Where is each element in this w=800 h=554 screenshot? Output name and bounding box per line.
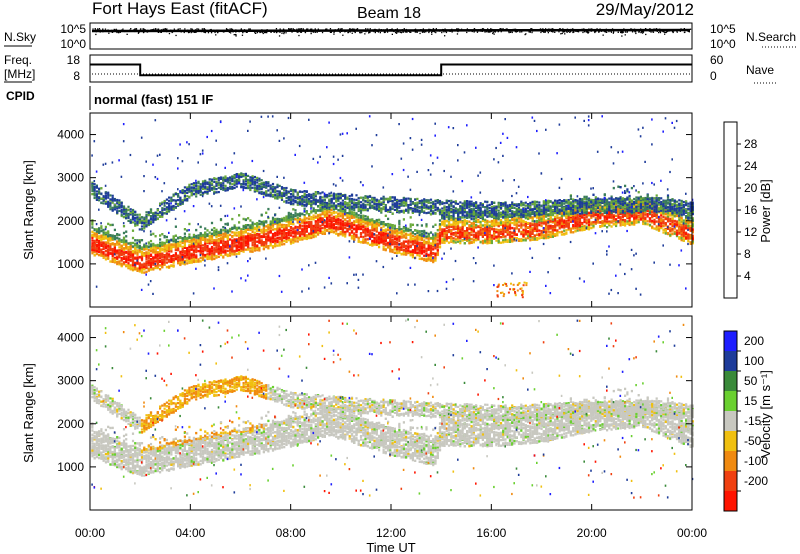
nave-tick-bottom: 0 — [710, 69, 717, 83]
noise-panel: N.Sky 10^5 10^0 10^5 10^0 N.Search — [4, 22, 796, 51]
colorbar-swatch — [724, 351, 737, 372]
freq-label-line1: Freq. — [4, 53, 32, 67]
x-tick-label: 00:00 — [75, 526, 105, 540]
colorbar-swatch — [724, 431, 737, 452]
colorbar-tick-label: 8 — [744, 247, 751, 261]
x-tick-label: 20:00 — [577, 526, 607, 540]
y-tick-label: 1000 — [57, 257, 84, 271]
freq-tick-top: 18 — [67, 53, 81, 67]
cpid-label: CPID — [6, 89, 35, 103]
noise-left-tick-bottom: 10^0 — [60, 37, 86, 51]
colorbar-swatch — [724, 471, 737, 492]
cpid-mode: normal (fast) 151 IF — [94, 92, 213, 107]
y-tick-label: 1000 — [57, 460, 84, 474]
colorbar-tick-label: 4 — [744, 269, 751, 283]
colorbar-tick-label: 50 — [744, 374, 758, 388]
noise-right-label: N.Search — [746, 30, 796, 44]
nave-label: Nave — [746, 63, 774, 77]
colorbar-tick-label: 15 — [744, 394, 758, 408]
power-colorbar: 4 8 12 16 20 24 28 Power [dB] — [724, 122, 773, 298]
station-title: Fort Hays East (fitACF) — [92, 0, 268, 18]
colorbar-tick-label: 20 — [744, 181, 758, 195]
power-heatmap — [91, 115, 694, 298]
colorbar-swatch — [724, 371, 737, 392]
y-tick-label: 2000 — [57, 214, 84, 228]
noise-right-tick-top: 10^5 — [710, 22, 736, 36]
x-axis-label: Time UT — [366, 540, 415, 554]
noise-right-tick-bottom: 10^0 — [710, 37, 736, 51]
freq-panel: Freq. [MHz] 18 8 60 0 Nave — [4, 53, 778, 83]
noise-series — [92, 28, 691, 37]
colorbar-tick-label: 200 — [744, 334, 764, 348]
velocity-colorbar-label: Velocity [m s⁻¹] — [758, 370, 773, 458]
x-tick-label: 16:00 — [476, 526, 506, 540]
noise-left-label: N.Sky — [4, 30, 36, 44]
freq-label-line2: [MHz] — [4, 67, 35, 81]
colorbar-swatch — [724, 491, 737, 512]
date-title: 29/May/2012 — [596, 0, 694, 19]
colorbar-tick-label: 24 — [744, 159, 758, 173]
velocity-ylabel: Slant Range [km] — [21, 363, 36, 463]
power-ylabel: Slant Range [km] — [21, 160, 36, 260]
y-tick-label: 4000 — [57, 128, 84, 142]
x-tick-label: 08:00 — [276, 526, 306, 540]
colorbar-tick-label: -200 — [744, 474, 768, 488]
x-tick-label: 04:00 — [175, 526, 205, 540]
freq-tick-bottom: 8 — [73, 69, 80, 83]
velocity-panel: 1000 2000 3000 4000 Slant Range [km] — [21, 316, 694, 510]
y-tick-label: 3000 — [57, 374, 84, 388]
freq-line — [90, 65, 692, 76]
x-tick-label: 00:00 — [677, 526, 707, 540]
colorbar-swatch — [724, 411, 737, 432]
colorbar-tick-label: 28 — [744, 137, 758, 151]
x-tick-label: 12:00 — [376, 526, 406, 540]
power-panel: 1000 2000 3000 4000 Slant Range [km] — [21, 113, 694, 307]
colorbar-swatch — [724, 451, 737, 472]
colorbar-swatch — [724, 391, 737, 412]
y-tick-label: 4000 — [57, 331, 84, 345]
beam-title: Beam 18 — [357, 5, 421, 22]
x-axis: 00:00 04:00 08:00 12:00 16:00 20:00 00:00 — [75, 113, 707, 540]
colorbar-tick-label: 12 — [744, 225, 758, 239]
colorbar-tick-label: 100 — [744, 354, 764, 368]
y-tick-label: 3000 — [57, 171, 84, 185]
y-tick-label: 2000 — [57, 417, 84, 431]
power-colorbar-label: Power [dB] — [758, 179, 773, 243]
velocity-heatmap — [91, 318, 694, 498]
nave-tick-top: 60 — [710, 53, 724, 67]
noise-left-tick-top: 10^5 — [60, 22, 86, 36]
colorbar-swatch — [724, 331, 737, 352]
colorbar-tick-label: 16 — [744, 203, 758, 217]
